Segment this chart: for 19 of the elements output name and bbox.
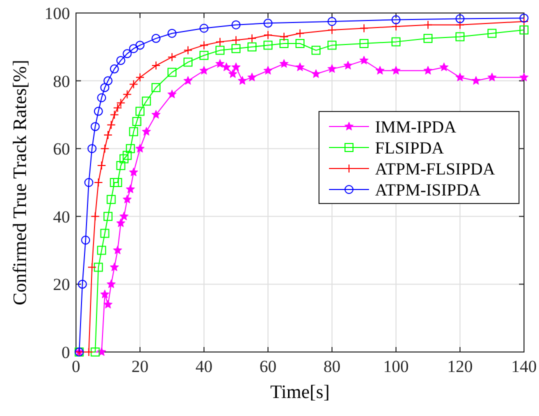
- y-tick-label: 100: [44, 4, 70, 23]
- legend-label: ATPM-ISIPDA: [375, 180, 482, 200]
- x-tick-label: 60: [260, 357, 276, 376]
- y-tick-label: 80: [53, 72, 70, 91]
- legend-label: IMM-IPDA: [375, 117, 457, 136]
- x-tick-label: 120: [447, 357, 473, 376]
- y-axis-title: Confirmed True Track Rates[%]: [10, 60, 31, 306]
- x-tick-label: 140: [511, 357, 537, 376]
- x-tick-label: 40: [196, 357, 212, 376]
- x-tick-label: 80: [324, 357, 340, 376]
- x-tick-label: 20: [132, 357, 148, 376]
- y-tick-label: 0: [62, 342, 70, 362]
- legend-label: ATPM-FLSIPDA: [375, 159, 496, 178]
- legend-label: FLSIPDA: [375, 138, 445, 158]
- y-tick-label: 40: [53, 207, 70, 226]
- y-tick-label: 60: [53, 140, 70, 159]
- y-tick-label: 20: [53, 275, 70, 294]
- x-tick-label: 100: [383, 357, 409, 376]
- x-axis-title: Time[s]: [270, 382, 330, 403]
